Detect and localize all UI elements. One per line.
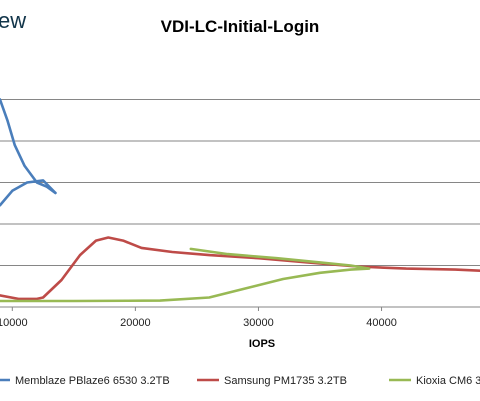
x-tick-label: 30000 (243, 317, 274, 329)
x-tick-label: 20000 (120, 317, 151, 329)
brand-logo-text: ew (0, 8, 26, 33)
x-tick-labels: 10000 20000 30000 40000 (0, 307, 397, 329)
series-lines (0, 98, 480, 303)
legend-label: Samsung PM1735 3.2TB (224, 375, 347, 387)
x-tick-label: 40000 (366, 317, 397, 329)
legend-label: Kioxia CM6 3.2TB (416, 375, 480, 387)
x-tick-label: 10000 (0, 317, 28, 329)
chart-title: VDI-LC-Initial-Login (161, 17, 320, 36)
series-line (0, 98, 57, 195)
legend: Memblaze PBlaze6 6530 3.2TB Samsung PM173… (0, 375, 480, 387)
gridlines (0, 99, 480, 266)
series-line (0, 247, 371, 303)
legend-label: Memblaze PBlaze6 6530 3.2TB (15, 375, 170, 387)
series-line-segment (0, 179, 57, 207)
x-axis-title: IOPS (249, 338, 275, 350)
